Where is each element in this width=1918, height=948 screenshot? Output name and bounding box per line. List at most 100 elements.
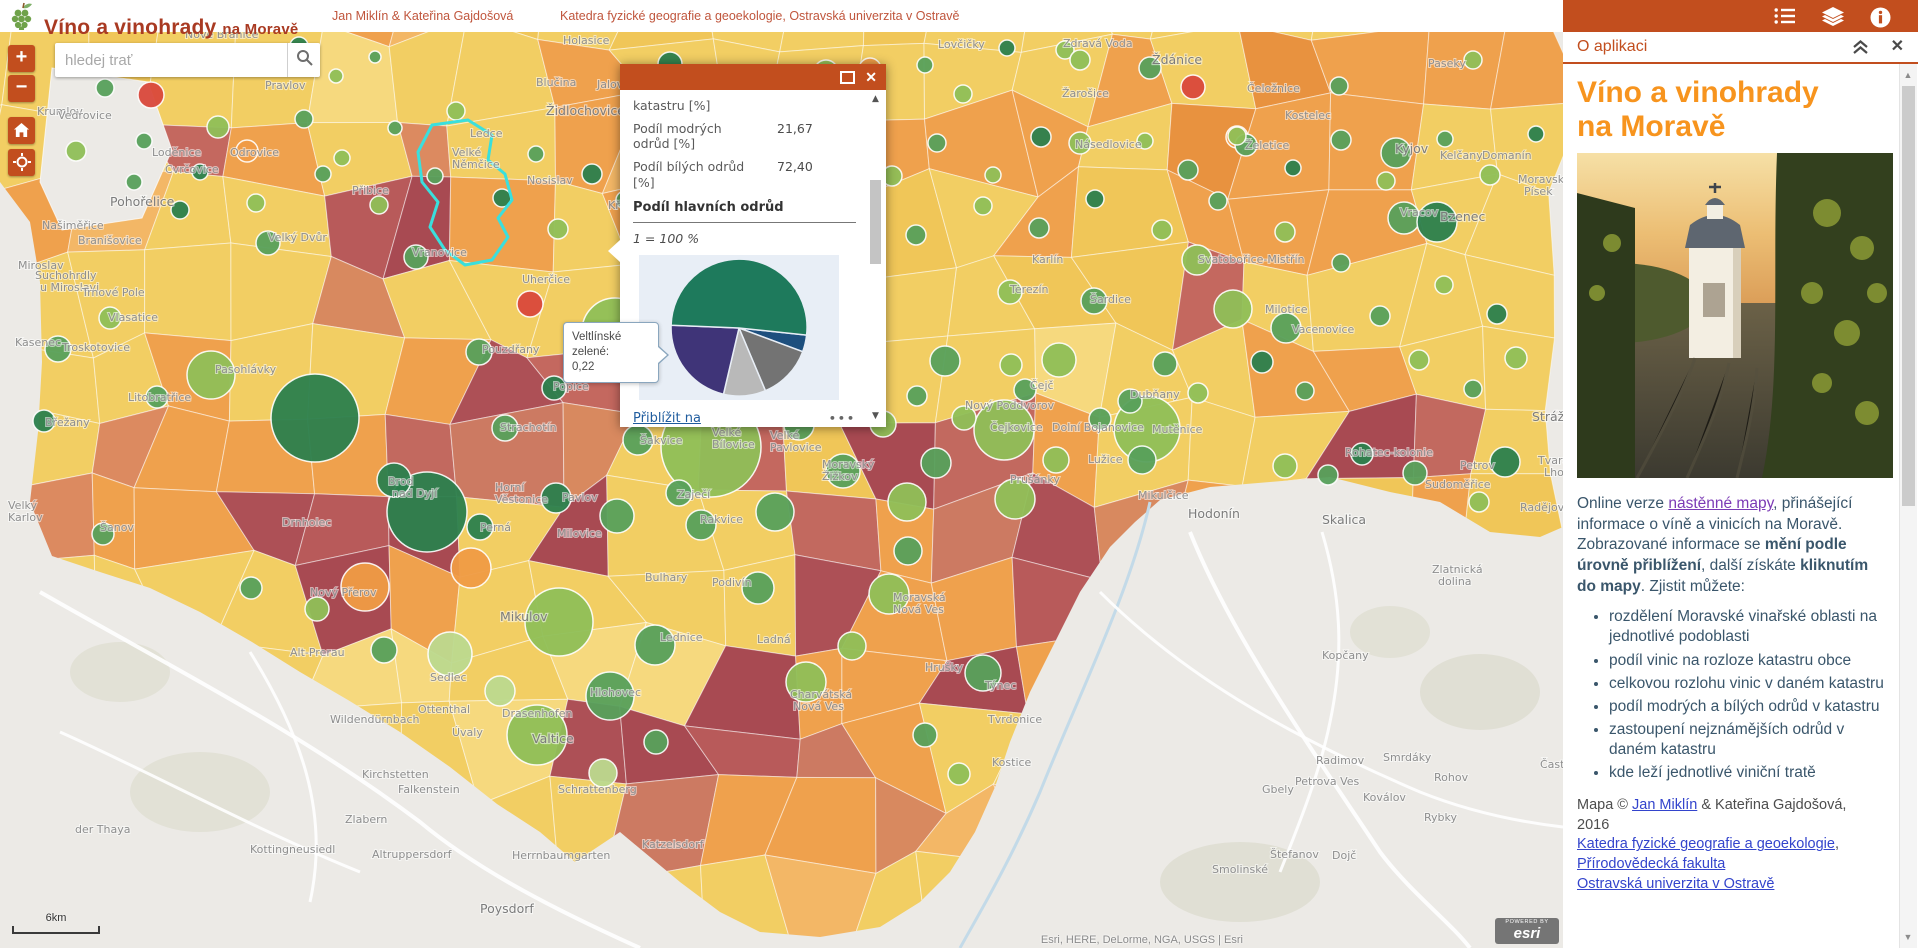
selected-cadastre-outline[interactable]	[416, 118, 514, 267]
popup-more-button[interactable]: •••	[828, 412, 856, 426]
svg-text:Katzelsdorf: Katzelsdorf	[642, 838, 705, 851]
feature-popup: ✕ katastru [%] Podíl modrých odrůd [%] 21,…	[608, 64, 886, 427]
maximize-icon[interactable]	[840, 70, 856, 84]
scroll-down-icon[interactable]: ▼	[1903, 932, 1913, 942]
grapes-logo-icon	[10, 2, 36, 32]
svg-text:Charvátská: Charvátská	[790, 688, 852, 701]
svg-text:Pravlov: Pravlov	[265, 79, 306, 92]
text-link[interactable]: Ostravská univerzita v Ostravě	[1577, 875, 1775, 892]
svg-text:nad Dyjí: nad Dyjí	[392, 487, 438, 500]
panel-content: Víno a vinohrady na Moravě	[1563, 64, 1898, 948]
esri-logo[interactable]: POWERED BY esri	[1495, 918, 1559, 944]
svg-text:Moravská: Moravská	[893, 591, 946, 604]
text-link[interactable]: Přírodovědecká fakulta	[1577, 856, 1726, 873]
svg-text:Lovčičky: Lovčičky	[938, 38, 985, 51]
svg-text:Přibice: Přibice	[352, 184, 389, 197]
zoom-in-button[interactable]: +	[8, 45, 35, 72]
pie-slice[interactable]	[737, 326, 804, 392]
search-widget	[55, 43, 320, 77]
svg-text:Ledce: Ledce	[470, 127, 503, 140]
layers-icon[interactable]	[1822, 7, 1844, 26]
map-canvas[interactable]: Nové Bránice Holasice Lovčičky Zdravá Voda Ž…	[0, 32, 1563, 948]
svg-text:Svatobořice-Mistřín: Svatobořice-Mistřín	[1198, 253, 1305, 266]
zoom-out-button[interactable]: −	[8, 75, 35, 102]
popup-close-icon[interactable]: ✕	[865, 69, 877, 85]
svg-text:Kirchstetten: Kirchstetten	[362, 768, 429, 781]
svg-text:Velký Dvůr: Velký Dvůr	[268, 231, 327, 244]
svg-text:Častkov: Častkov	[1540, 758, 1563, 771]
panel-close-icon[interactable]: ✕	[1890, 38, 1904, 55]
panel-scrollbar[interactable]: ▲ ▼	[1899, 64, 1917, 948]
svg-text:Alt-Prerau: Alt-Prerau	[290, 646, 345, 659]
bullet-item: podíl modrých a bílých odrůd v katastru	[1609, 697, 1889, 717]
svg-text:Kopčany: Kopčany	[1322, 649, 1369, 662]
pie-scale-note: 1 = 100 %	[633, 231, 700, 247]
text-link[interactable]: Katedra fyzické geografie a geoekologie	[1577, 836, 1835, 853]
svg-text:Paseky: Paseky	[1428, 57, 1466, 70]
search-button[interactable]	[287, 43, 320, 77]
svg-text:dolina: dolina	[1438, 575, 1472, 588]
svg-text:Ottenthal: Ottenthal	[418, 703, 470, 716]
popup-titlebar[interactable]: ✕	[620, 64, 886, 90]
house-icon	[13, 121, 30, 143]
svg-text:Bzenec: Bzenec	[1440, 209, 1485, 224]
terrain-features	[70, 501, 1540, 948]
svg-text:Vranovice: Vranovice	[412, 246, 467, 259]
svg-text:Karlín: Karlín	[1032, 253, 1063, 266]
svg-text:Lhota: Lhota	[1544, 466, 1563, 479]
about-paragraph: Online verze nástěnné mapy, přinášející …	[1577, 495, 1869, 595]
double-chevron-up-icon[interactable]	[1852, 39, 1869, 55]
svg-text:Pouzdřany: Pouzdřany	[482, 343, 540, 356]
svg-text:Uherčice: Uherčice	[522, 273, 570, 286]
text-link[interactable]: nástěnné mapy	[1668, 495, 1774, 513]
svg-text:Kelčany: Kelčany	[1440, 149, 1483, 162]
svg-text:Holasice: Holasice	[563, 34, 610, 47]
about-panel: O aplikaci ✕ Víno a vinohrady na Moravě	[1563, 32, 1918, 948]
panel-scroll-thumb[interactable]	[1902, 86, 1915, 506]
scroll-up-icon[interactable]: ▲	[872, 94, 879, 104]
zoom-to-link[interactable]: Přiblížit na	[633, 411, 701, 427]
svg-text:Ladná: Ladná	[757, 633, 791, 646]
panel-header: O aplikaci ✕	[1563, 32, 1918, 64]
legend-icon[interactable]	[1774, 7, 1796, 25]
popup-scroll-thumb[interactable]	[870, 180, 881, 264]
svg-text:Krumlov: Krumlov	[37, 105, 83, 118]
svg-text:Koválov: Koválov	[1363, 791, 1406, 804]
department-text: Katedra fyzické geografie a geoekologie,…	[560, 9, 960, 23]
scroll-down-icon[interactable]: ▼	[872, 411, 879, 421]
svg-text:Radějov: Radějov	[1520, 501, 1563, 514]
scalebar-bar	[12, 926, 100, 934]
svg-text:Žižkov: Žižkov	[822, 470, 858, 483]
svg-text:Rybky: Rybky	[1424, 811, 1458, 824]
svg-text:Mutěnice: Mutěnice	[1152, 423, 1203, 436]
text-link[interactable]: Jan Miklín	[1632, 797, 1698, 814]
pie-chart[interactable]	[639, 255, 839, 401]
svg-text:Břežany: Břežany	[45, 416, 90, 429]
svg-text:Kyjov: Kyjov	[1395, 141, 1429, 156]
svg-text:Násedlovice: Násedlovice	[1075, 138, 1142, 151]
svg-text:Písek: Písek	[1524, 185, 1553, 198]
pie-slice[interactable]	[670, 324, 740, 396]
chart-tooltip: Veltlínské zelené: 0,22	[563, 322, 669, 383]
scroll-up-icon[interactable]: ▲	[1903, 70, 1913, 80]
svg-text:Rohatec-kolonie: Rohatec-kolonie	[1345, 446, 1433, 459]
svg-text:Smolinské: Smolinské	[1212, 863, 1268, 876]
svg-text:Odrovice: Odrovice	[230, 146, 279, 159]
pie-slice[interactable]	[670, 258, 808, 337]
svg-text:Altruppersdorf: Altruppersdorf	[372, 848, 453, 861]
svg-text:Štefanov: Štefanov	[1270, 848, 1319, 861]
svg-text:Radimov: Radimov	[1316, 754, 1365, 767]
search-input[interactable]	[55, 43, 287, 77]
svg-text:Bulhary: Bulhary	[645, 571, 688, 584]
svg-text:Herrnbaumgarten: Herrnbaumgarten	[512, 849, 610, 862]
svg-text:Sedlec: Sedlec	[430, 671, 467, 684]
locate-button[interactable]	[8, 149, 35, 176]
popup-scrollbar[interactable]: ▲ ▼	[868, 94, 883, 421]
svg-text:Petrova Ves: Petrova Ves	[1295, 775, 1360, 788]
info-icon[interactable]	[1870, 7, 1892, 28]
svg-text:Vlasatice: Vlasatice	[108, 311, 158, 324]
svg-text:Horní: Horní	[495, 481, 525, 494]
authors-text: Jan Miklín & Kateřina Gajdošová	[332, 9, 514, 23]
home-button[interactable]	[8, 117, 35, 144]
svg-text:Branišovice: Branišovice	[78, 234, 142, 247]
